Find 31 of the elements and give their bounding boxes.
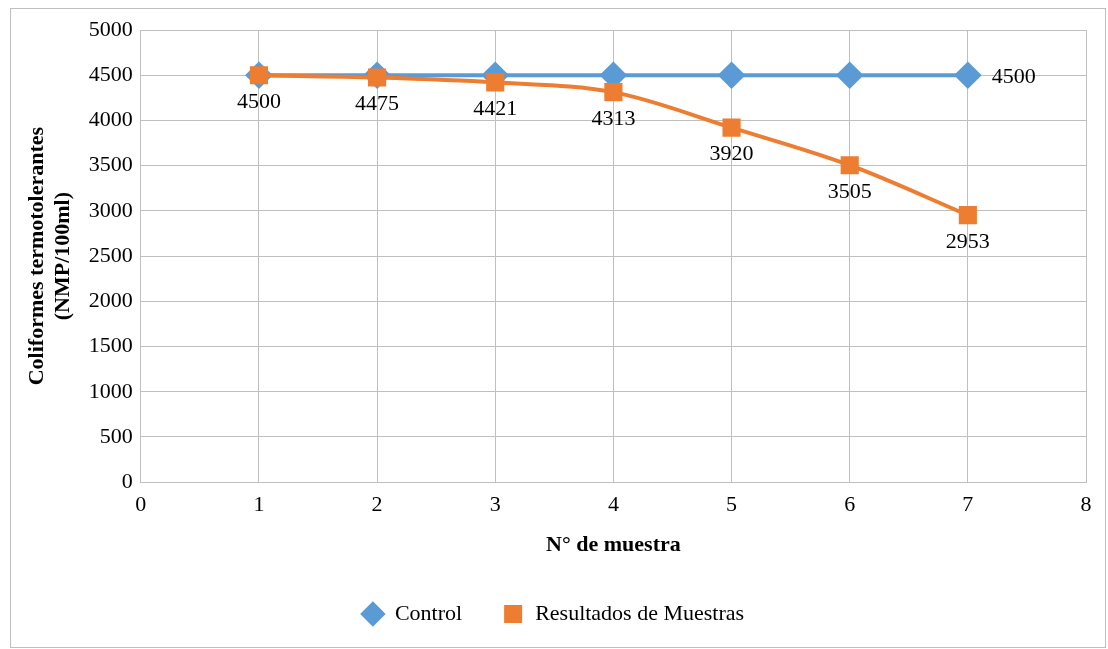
data-label: 4500 [236,88,281,113]
y-tick-label: 0 [121,467,133,493]
data-label: 4313 [591,104,636,130]
x-tick-label: 3 [489,491,501,517]
data-label: 4500 [991,63,1036,88]
x-tick-label: 7 [962,491,974,517]
legend-label: Resultados de Muestras [535,599,745,625]
x-tick-label: 1 [253,491,265,517]
y-tick-label: 5000 [88,15,133,41]
x-tick-label: 8 [1080,491,1092,517]
y-axis-title: Coliformes termotolerantes (NMP/100ml) [22,126,75,386]
x-tick-label: 4 [607,491,619,517]
y-tick-label: 3500 [88,151,133,177]
y-tick-label: 1500 [88,332,133,358]
data-label: 3920 [709,140,754,166]
y-tick-label: 2500 [88,241,133,267]
x-axis-title: N° de muestra [546,531,681,557]
legend-label: Control [394,599,463,625]
y-tick-label: 1000 [88,377,133,403]
x-tick-label: 5 [726,491,738,517]
y-tick-label: 2000 [88,287,133,313]
y-tick-label: 3000 [88,196,133,222]
y-tick-label: 4000 [88,106,133,132]
data-label: 3505 [827,177,872,203]
data-label: 2953 [945,227,990,253]
data-label: 4475 [355,90,400,116]
y-tick-label: 4500 [88,61,133,86]
data-label: 4421 [473,95,518,121]
y-tick-label: 500 [99,422,133,448]
x-tick-label: 2 [371,491,383,517]
x-tick-label: 6 [844,491,856,517]
